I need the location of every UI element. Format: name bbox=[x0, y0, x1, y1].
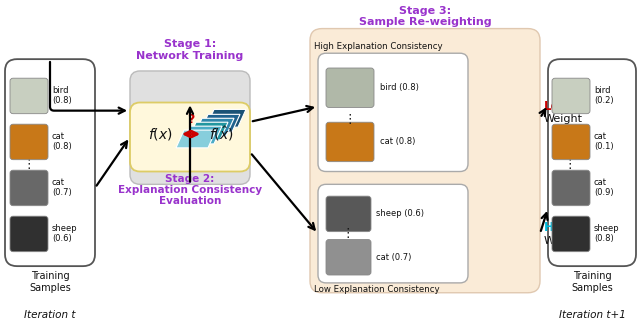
Text: Low Explanation Consistency: Low Explanation Consistency bbox=[314, 285, 440, 294]
FancyBboxPatch shape bbox=[552, 216, 590, 252]
Text: ⋮: ⋮ bbox=[23, 158, 35, 171]
FancyBboxPatch shape bbox=[10, 170, 48, 206]
Text: cat
(0.8): cat (0.8) bbox=[52, 132, 72, 151]
Polygon shape bbox=[176, 130, 216, 148]
Polygon shape bbox=[188, 122, 228, 140]
FancyBboxPatch shape bbox=[10, 124, 48, 160]
Text: ⋮: ⋮ bbox=[342, 227, 355, 240]
Text: Evaluation: Evaluation bbox=[159, 196, 221, 206]
Text: cat (0.8): cat (0.8) bbox=[380, 137, 415, 147]
FancyBboxPatch shape bbox=[310, 29, 540, 293]
FancyBboxPatch shape bbox=[130, 71, 250, 184]
Text: $f(\hat{x})$: $f(\hat{x})$ bbox=[209, 125, 234, 143]
Polygon shape bbox=[206, 109, 246, 127]
FancyBboxPatch shape bbox=[552, 170, 590, 206]
Text: cat
(0.7): cat (0.7) bbox=[52, 178, 72, 197]
FancyBboxPatch shape bbox=[552, 78, 590, 114]
Text: sheep (0.6): sheep (0.6) bbox=[376, 209, 424, 218]
FancyBboxPatch shape bbox=[326, 122, 374, 162]
FancyBboxPatch shape bbox=[326, 68, 374, 108]
Text: bird
(0.2): bird (0.2) bbox=[594, 86, 614, 106]
Text: Network Training: Network Training bbox=[136, 51, 244, 61]
Text: Weight: Weight bbox=[544, 114, 583, 124]
Text: Explanation Consistency: Explanation Consistency bbox=[118, 185, 262, 195]
Polygon shape bbox=[194, 118, 234, 136]
FancyBboxPatch shape bbox=[548, 59, 636, 266]
Text: Training
Samples: Training Samples bbox=[29, 271, 71, 293]
Text: Stage 1:: Stage 1: bbox=[164, 39, 216, 49]
Polygon shape bbox=[200, 114, 240, 132]
Polygon shape bbox=[182, 126, 222, 144]
Text: $f(x)$: $f(x)$ bbox=[148, 126, 172, 142]
Text: cat
(0.1): cat (0.1) bbox=[594, 132, 614, 151]
Text: sheep
(0.8): sheep (0.8) bbox=[594, 224, 620, 243]
Text: ?: ? bbox=[188, 113, 195, 126]
FancyBboxPatch shape bbox=[552, 124, 590, 160]
Text: ⋮: ⋮ bbox=[564, 158, 576, 171]
FancyBboxPatch shape bbox=[5, 59, 95, 266]
FancyBboxPatch shape bbox=[326, 240, 371, 275]
FancyBboxPatch shape bbox=[10, 78, 48, 114]
FancyBboxPatch shape bbox=[318, 53, 468, 172]
Text: cat (0.7): cat (0.7) bbox=[376, 253, 412, 262]
Text: High Explanation Consistency: High Explanation Consistency bbox=[314, 42, 443, 51]
Text: Iteration t+1: Iteration t+1 bbox=[559, 310, 625, 320]
Text: Stage 3:: Stage 3: bbox=[399, 6, 451, 16]
Text: Higher: Higher bbox=[544, 221, 589, 234]
Text: ⋮: ⋮ bbox=[344, 113, 356, 126]
Text: Lower: Lower bbox=[544, 100, 584, 113]
Text: Iteration t: Iteration t bbox=[24, 310, 76, 320]
FancyBboxPatch shape bbox=[130, 102, 250, 172]
Text: bird
(0.8): bird (0.8) bbox=[52, 86, 72, 106]
FancyBboxPatch shape bbox=[318, 184, 468, 283]
Text: Weight: Weight bbox=[544, 235, 583, 245]
Text: Stage 2:: Stage 2: bbox=[165, 175, 214, 185]
Text: cat
(0.9): cat (0.9) bbox=[594, 178, 614, 197]
Text: Training
Samples: Training Samples bbox=[571, 271, 613, 293]
Text: Sample Re-weighting: Sample Re-weighting bbox=[358, 17, 492, 27]
Text: bird (0.8): bird (0.8) bbox=[380, 83, 419, 92]
FancyBboxPatch shape bbox=[10, 216, 48, 252]
Text: sheep
(0.6): sheep (0.6) bbox=[52, 224, 77, 243]
FancyBboxPatch shape bbox=[326, 196, 371, 232]
